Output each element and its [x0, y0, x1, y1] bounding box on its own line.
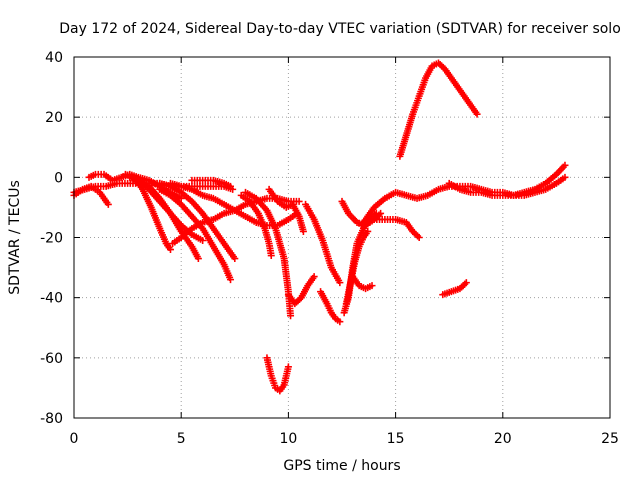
data-points [70, 59, 569, 395]
y-tick-label: 20 [45, 110, 63, 126]
series-track-25 [396, 59, 481, 160]
chart-title: Day 172 of 2024, Sidereal Day-to-day VTE… [59, 21, 621, 37]
data-point [462, 279, 470, 287]
series-track-24 [370, 215, 423, 241]
y-tick-labels: -80 -60 -40 -20 0 20 40 [40, 50, 63, 427]
data-point [287, 312, 295, 320]
y-tick-label: 40 [45, 50, 63, 66]
data-point [336, 318, 344, 326]
data-point [561, 173, 569, 181]
y-tick-label: 0 [54, 170, 63, 186]
series-track-6 [134, 176, 202, 263]
series-track-15 [265, 185, 307, 235]
data-point [336, 279, 344, 287]
y-tick-label: -60 [40, 351, 63, 367]
data-point [364, 227, 372, 235]
data-point [267, 252, 275, 260]
x-tick-label: 25 [601, 431, 619, 447]
data-point [561, 161, 569, 169]
data-point [299, 227, 307, 235]
y-tick-label: -80 [40, 411, 63, 427]
data-point [310, 273, 318, 281]
x-tick-label: 0 [70, 431, 79, 447]
data-point [415, 234, 423, 241]
x-tick-labels: 0 5 10 15 20 25 [70, 431, 619, 447]
series-track-22 [349, 273, 376, 293]
series-track-13 [242, 188, 295, 320]
data-point [295, 197, 303, 205]
data-point [199, 237, 207, 245]
data-point [194, 255, 202, 263]
data-point [166, 246, 174, 254]
data-point [227, 182, 235, 190]
series-track-27 [445, 161, 569, 199]
y-axis-label: SDTVAR / TECUs [7, 180, 23, 295]
series-track-11 [188, 176, 235, 190]
x-tick-label: 15 [387, 431, 405, 447]
data-point [177, 194, 185, 202]
series-track-12 [237, 191, 275, 260]
series-track-21 [342, 227, 372, 308]
grid-lines [74, 57, 610, 418]
data-point [372, 209, 380, 217]
series-track-16 [284, 273, 318, 308]
data-point [368, 282, 376, 290]
axis-ticks [73, 56, 611, 419]
data-point [284, 363, 292, 371]
x-tick-label: 5 [177, 431, 186, 447]
x-tick-label: 20 [494, 431, 512, 447]
x-axis-label: GPS time / hours [283, 458, 400, 474]
series-track-18 [317, 288, 344, 326]
series-track-23 [357, 173, 569, 229]
series-track-26 [439, 279, 470, 299]
series-track-14 [263, 354, 292, 395]
x-tick-label: 10 [279, 431, 297, 447]
y-tick-label: -20 [40, 231, 63, 247]
series-track-7 [156, 179, 239, 263]
series-track-17 [302, 200, 344, 287]
data-point [104, 200, 112, 208]
data-point [473, 110, 481, 118]
data-point [231, 255, 239, 263]
y-tick-label: -40 [40, 291, 63, 307]
data-point [227, 276, 235, 284]
